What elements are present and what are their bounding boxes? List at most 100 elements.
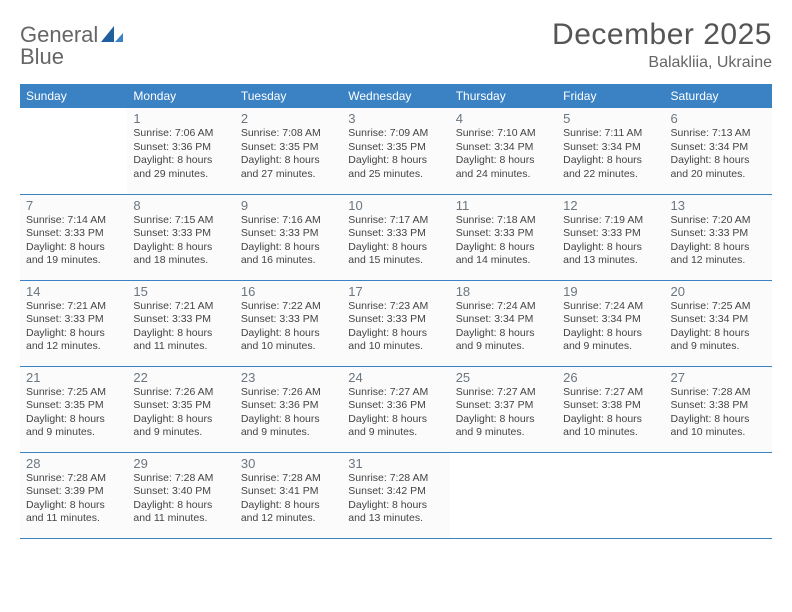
sunrise-line: Sunrise: 7:15 AM bbox=[133, 214, 228, 228]
calendar-day-cell: 27Sunrise: 7:28 AMSunset: 3:38 PMDayligh… bbox=[665, 366, 772, 452]
calendar-empty-cell bbox=[665, 452, 772, 538]
sunset-line: Sunset: 3:34 PM bbox=[456, 313, 551, 327]
day-number: 29 bbox=[133, 456, 228, 471]
calendar-day-cell: 11Sunrise: 7:18 AMSunset: 3:33 PMDayligh… bbox=[450, 194, 557, 280]
weekday-header: Tuesday bbox=[235, 84, 342, 108]
sunset-line: Sunset: 3:42 PM bbox=[348, 485, 443, 499]
sunrise-line: Sunrise: 7:27 AM bbox=[348, 386, 443, 400]
sunset-line: Sunset: 3:33 PM bbox=[348, 313, 443, 327]
day-number: 19 bbox=[563, 284, 658, 299]
sunset-line: Sunset: 3:35 PM bbox=[241, 141, 336, 155]
sunrise-line: Sunrise: 7:28 AM bbox=[241, 472, 336, 486]
weekday-header: Wednesday bbox=[342, 84, 449, 108]
sunset-line: Sunset: 3:35 PM bbox=[133, 399, 228, 413]
calendar-week-row: 28Sunrise: 7:28 AMSunset: 3:39 PMDayligh… bbox=[20, 452, 772, 538]
calendar-day-cell: 16Sunrise: 7:22 AMSunset: 3:33 PMDayligh… bbox=[235, 280, 342, 366]
calendar-day-cell: 28Sunrise: 7:28 AMSunset: 3:39 PMDayligh… bbox=[20, 452, 127, 538]
sunset-line: Sunset: 3:33 PM bbox=[26, 313, 121, 327]
header: General Blue December 2025 Balakliia, Uk… bbox=[20, 18, 772, 72]
calendar-day-cell: 24Sunrise: 7:27 AMSunset: 3:36 PMDayligh… bbox=[342, 366, 449, 452]
location: Balakliia, Ukraine bbox=[552, 54, 772, 72]
daylight-line: Daylight: 8 hours and 9 minutes. bbox=[241, 413, 336, 440]
day-number: 18 bbox=[456, 284, 551, 299]
day-info: Sunrise: 7:14 AMSunset: 3:33 PMDaylight:… bbox=[26, 214, 121, 269]
daylight-line: Daylight: 8 hours and 12 minutes. bbox=[241, 499, 336, 526]
calendar-day-cell: 31Sunrise: 7:28 AMSunset: 3:42 PMDayligh… bbox=[342, 452, 449, 538]
daylight-line: Daylight: 8 hours and 9 minutes. bbox=[671, 327, 766, 354]
day-info: Sunrise: 7:21 AMSunset: 3:33 PMDaylight:… bbox=[133, 300, 228, 355]
calendar-week-row: 7Sunrise: 7:14 AMSunset: 3:33 PMDaylight… bbox=[20, 194, 772, 280]
daylight-line: Daylight: 8 hours and 27 minutes. bbox=[241, 154, 336, 181]
sunset-line: Sunset: 3:35 PM bbox=[348, 141, 443, 155]
day-number: 27 bbox=[671, 370, 766, 385]
sunset-line: Sunset: 3:38 PM bbox=[563, 399, 658, 413]
sunset-line: Sunset: 3:34 PM bbox=[671, 313, 766, 327]
sunset-line: Sunset: 3:33 PM bbox=[133, 313, 228, 327]
day-number: 25 bbox=[456, 370, 551, 385]
daylight-line: Daylight: 8 hours and 10 minutes. bbox=[348, 327, 443, 354]
day-number: 11 bbox=[456, 198, 551, 213]
day-info: Sunrise: 7:18 AMSunset: 3:33 PMDaylight:… bbox=[456, 214, 551, 269]
day-info: Sunrise: 7:16 AMSunset: 3:33 PMDaylight:… bbox=[241, 214, 336, 269]
daylight-line: Daylight: 8 hours and 9 minutes. bbox=[563, 327, 658, 354]
day-info: Sunrise: 7:26 AMSunset: 3:35 PMDaylight:… bbox=[133, 386, 228, 441]
day-info: Sunrise: 7:15 AMSunset: 3:33 PMDaylight:… bbox=[133, 214, 228, 269]
day-info: Sunrise: 7:23 AMSunset: 3:33 PMDaylight:… bbox=[348, 300, 443, 355]
sunset-line: Sunset: 3:34 PM bbox=[671, 141, 766, 155]
day-info: Sunrise: 7:28 AMSunset: 3:41 PMDaylight:… bbox=[241, 472, 336, 527]
day-number: 21 bbox=[26, 370, 121, 385]
weekday-header: Friday bbox=[557, 84, 664, 108]
calendar-body: 1Sunrise: 7:06 AMSunset: 3:36 PMDaylight… bbox=[20, 108, 772, 538]
calendar-day-cell: 10Sunrise: 7:17 AMSunset: 3:33 PMDayligh… bbox=[342, 194, 449, 280]
calendar-day-cell: 30Sunrise: 7:28 AMSunset: 3:41 PMDayligh… bbox=[235, 452, 342, 538]
day-info: Sunrise: 7:09 AMSunset: 3:35 PMDaylight:… bbox=[348, 127, 443, 182]
day-number: 24 bbox=[348, 370, 443, 385]
sunrise-line: Sunrise: 7:24 AM bbox=[563, 300, 658, 314]
sunset-line: Sunset: 3:34 PM bbox=[563, 141, 658, 155]
day-number: 5 bbox=[563, 111, 658, 126]
day-info: Sunrise: 7:28 AMSunset: 3:42 PMDaylight:… bbox=[348, 472, 443, 527]
calendar-day-cell: 7Sunrise: 7:14 AMSunset: 3:33 PMDaylight… bbox=[20, 194, 127, 280]
sunrise-line: Sunrise: 7:21 AM bbox=[133, 300, 228, 314]
sunrise-line: Sunrise: 7:09 AM bbox=[348, 127, 443, 141]
day-number: 9 bbox=[241, 198, 336, 213]
calendar-empty-cell bbox=[20, 108, 127, 194]
day-number: 16 bbox=[241, 284, 336, 299]
sunset-line: Sunset: 3:33 PM bbox=[456, 227, 551, 241]
sunset-line: Sunset: 3:39 PM bbox=[26, 485, 121, 499]
weekday-header: Saturday bbox=[665, 84, 772, 108]
sunrise-line: Sunrise: 7:28 AM bbox=[348, 472, 443, 486]
daylight-line: Daylight: 8 hours and 16 minutes. bbox=[241, 241, 336, 268]
sunrise-line: Sunrise: 7:16 AM bbox=[241, 214, 336, 228]
calendar-day-cell: 17Sunrise: 7:23 AMSunset: 3:33 PMDayligh… bbox=[342, 280, 449, 366]
sunrise-line: Sunrise: 7:11 AM bbox=[563, 127, 658, 141]
day-number: 26 bbox=[563, 370, 658, 385]
sunset-line: Sunset: 3:34 PM bbox=[563, 313, 658, 327]
sunrise-line: Sunrise: 7:18 AM bbox=[456, 214, 551, 228]
sunrise-line: Sunrise: 7:19 AM bbox=[563, 214, 658, 228]
daylight-line: Daylight: 8 hours and 25 minutes. bbox=[348, 154, 443, 181]
calendar-week-row: 14Sunrise: 7:21 AMSunset: 3:33 PMDayligh… bbox=[20, 280, 772, 366]
sunset-line: Sunset: 3:33 PM bbox=[671, 227, 766, 241]
daylight-line: Daylight: 8 hours and 12 minutes. bbox=[671, 241, 766, 268]
day-info: Sunrise: 7:27 AMSunset: 3:37 PMDaylight:… bbox=[456, 386, 551, 441]
title-block: December 2025 Balakliia, Ukraine bbox=[552, 18, 772, 72]
calendar-day-cell: 12Sunrise: 7:19 AMSunset: 3:33 PMDayligh… bbox=[557, 194, 664, 280]
calendar-empty-cell bbox=[557, 452, 664, 538]
sunrise-line: Sunrise: 7:23 AM bbox=[348, 300, 443, 314]
logo: General Blue bbox=[20, 18, 123, 68]
logo-word-2: Blue bbox=[20, 46, 123, 68]
sunrise-line: Sunrise: 7:14 AM bbox=[26, 214, 121, 228]
day-info: Sunrise: 7:10 AMSunset: 3:34 PMDaylight:… bbox=[456, 127, 551, 182]
sunset-line: Sunset: 3:33 PM bbox=[241, 227, 336, 241]
day-info: Sunrise: 7:27 AMSunset: 3:36 PMDaylight:… bbox=[348, 386, 443, 441]
sunset-line: Sunset: 3:33 PM bbox=[563, 227, 658, 241]
daylight-line: Daylight: 8 hours and 13 minutes. bbox=[348, 499, 443, 526]
sunrise-line: Sunrise: 7:22 AM bbox=[241, 300, 336, 314]
calendar-header-row: SundayMondayTuesdayWednesdayThursdayFrid… bbox=[20, 84, 772, 108]
sunrise-line: Sunrise: 7:28 AM bbox=[133, 472, 228, 486]
calendar-day-cell: 4Sunrise: 7:10 AMSunset: 3:34 PMDaylight… bbox=[450, 108, 557, 194]
calendar-day-cell: 21Sunrise: 7:25 AMSunset: 3:35 PMDayligh… bbox=[20, 366, 127, 452]
daylight-line: Daylight: 8 hours and 11 minutes. bbox=[26, 499, 121, 526]
calendar-day-cell: 20Sunrise: 7:25 AMSunset: 3:34 PMDayligh… bbox=[665, 280, 772, 366]
